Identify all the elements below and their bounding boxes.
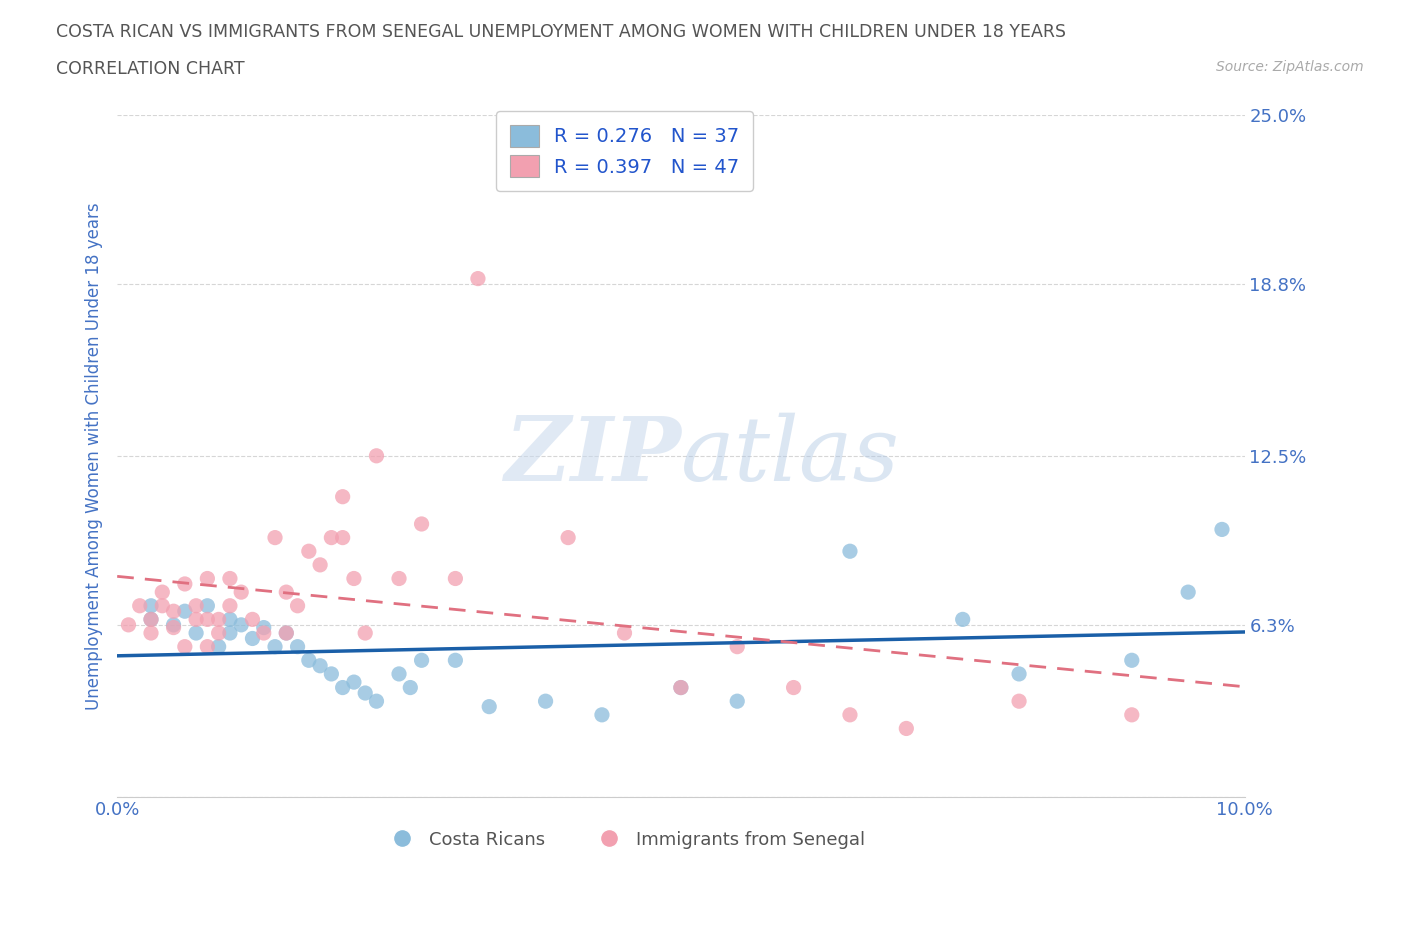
Point [253, 620, 276, 635]
Point [343, 571, 366, 586]
Point [264, 639, 287, 654]
Point [219, 598, 242, 613]
Point [321, 530, 343, 545]
Point [139, 612, 162, 627]
Point [219, 626, 242, 641]
Point [1008, 694, 1031, 709]
Point [782, 680, 804, 695]
Point [669, 680, 692, 695]
Point [298, 544, 321, 559]
Point [388, 667, 411, 682]
Point [725, 639, 748, 654]
Point [332, 489, 354, 504]
Point [354, 626, 377, 641]
Point [195, 639, 218, 654]
Point [725, 694, 748, 709]
Text: Source: ZipAtlas.com: Source: ZipAtlas.com [1216, 60, 1364, 74]
Point [231, 585, 253, 600]
Point [242, 631, 264, 646]
Point [354, 685, 377, 700]
Point [534, 694, 557, 709]
Point [1121, 708, 1143, 723]
Text: COSTA RICAN VS IMMIGRANTS FROM SENEGAL UNEMPLOYMENT AMONG WOMEN WITH CHILDREN UN: COSTA RICAN VS IMMIGRANTS FROM SENEGAL U… [56, 23, 1066, 41]
Point [366, 694, 388, 709]
Point [184, 612, 207, 627]
Point [669, 680, 692, 695]
Point [162, 618, 184, 632]
Point [388, 571, 411, 586]
Point [1008, 667, 1031, 682]
Text: CORRELATION CHART: CORRELATION CHART [56, 60, 245, 78]
Point [309, 557, 332, 572]
Point [1211, 522, 1233, 537]
Point [276, 585, 298, 600]
Point [173, 577, 195, 591]
Point [195, 612, 218, 627]
Point [195, 598, 218, 613]
Point [613, 626, 636, 641]
Point [343, 674, 366, 689]
Point [309, 658, 332, 673]
Point [276, 626, 298, 641]
Text: ZIP: ZIP [505, 413, 681, 499]
Point [117, 618, 139, 632]
Point [150, 598, 173, 613]
Point [208, 639, 231, 654]
Point [298, 653, 321, 668]
Point [839, 544, 862, 559]
Point [219, 612, 242, 627]
Point [231, 618, 253, 632]
Point [162, 620, 184, 635]
Point [219, 571, 242, 586]
Point [444, 571, 467, 586]
Point [366, 448, 388, 463]
Point [139, 612, 162, 627]
Point [321, 667, 343, 682]
Point [264, 530, 287, 545]
Point [208, 612, 231, 627]
Point [444, 653, 467, 668]
Legend: Costa Ricans, Immigrants from Senegal: Costa Ricans, Immigrants from Senegal [377, 823, 872, 856]
Point [478, 699, 501, 714]
Point [952, 612, 974, 627]
Text: atlas: atlas [681, 412, 900, 499]
Point [253, 626, 276, 641]
Point [332, 530, 354, 545]
Point [162, 604, 184, 618]
Point [150, 585, 173, 600]
Point [173, 639, 195, 654]
Point [276, 626, 298, 641]
Point [839, 708, 862, 723]
Point [139, 598, 162, 613]
Point [139, 626, 162, 641]
Point [411, 516, 433, 531]
Point [1121, 653, 1143, 668]
Point [896, 721, 918, 736]
Point [467, 272, 489, 286]
Point [399, 680, 422, 695]
Point [332, 680, 354, 695]
Point [287, 598, 309, 613]
Point [128, 598, 150, 613]
Point [242, 612, 264, 627]
Point [184, 626, 207, 641]
Point [173, 604, 195, 618]
Y-axis label: Unemployment Among Women with Children Under 18 years: Unemployment Among Women with Children U… [86, 202, 103, 710]
Point [591, 708, 613, 723]
Point [1177, 585, 1199, 600]
Point [184, 598, 207, 613]
Point [411, 653, 433, 668]
Point [195, 571, 218, 586]
Point [287, 639, 309, 654]
Point [557, 530, 579, 545]
Point [208, 626, 231, 641]
